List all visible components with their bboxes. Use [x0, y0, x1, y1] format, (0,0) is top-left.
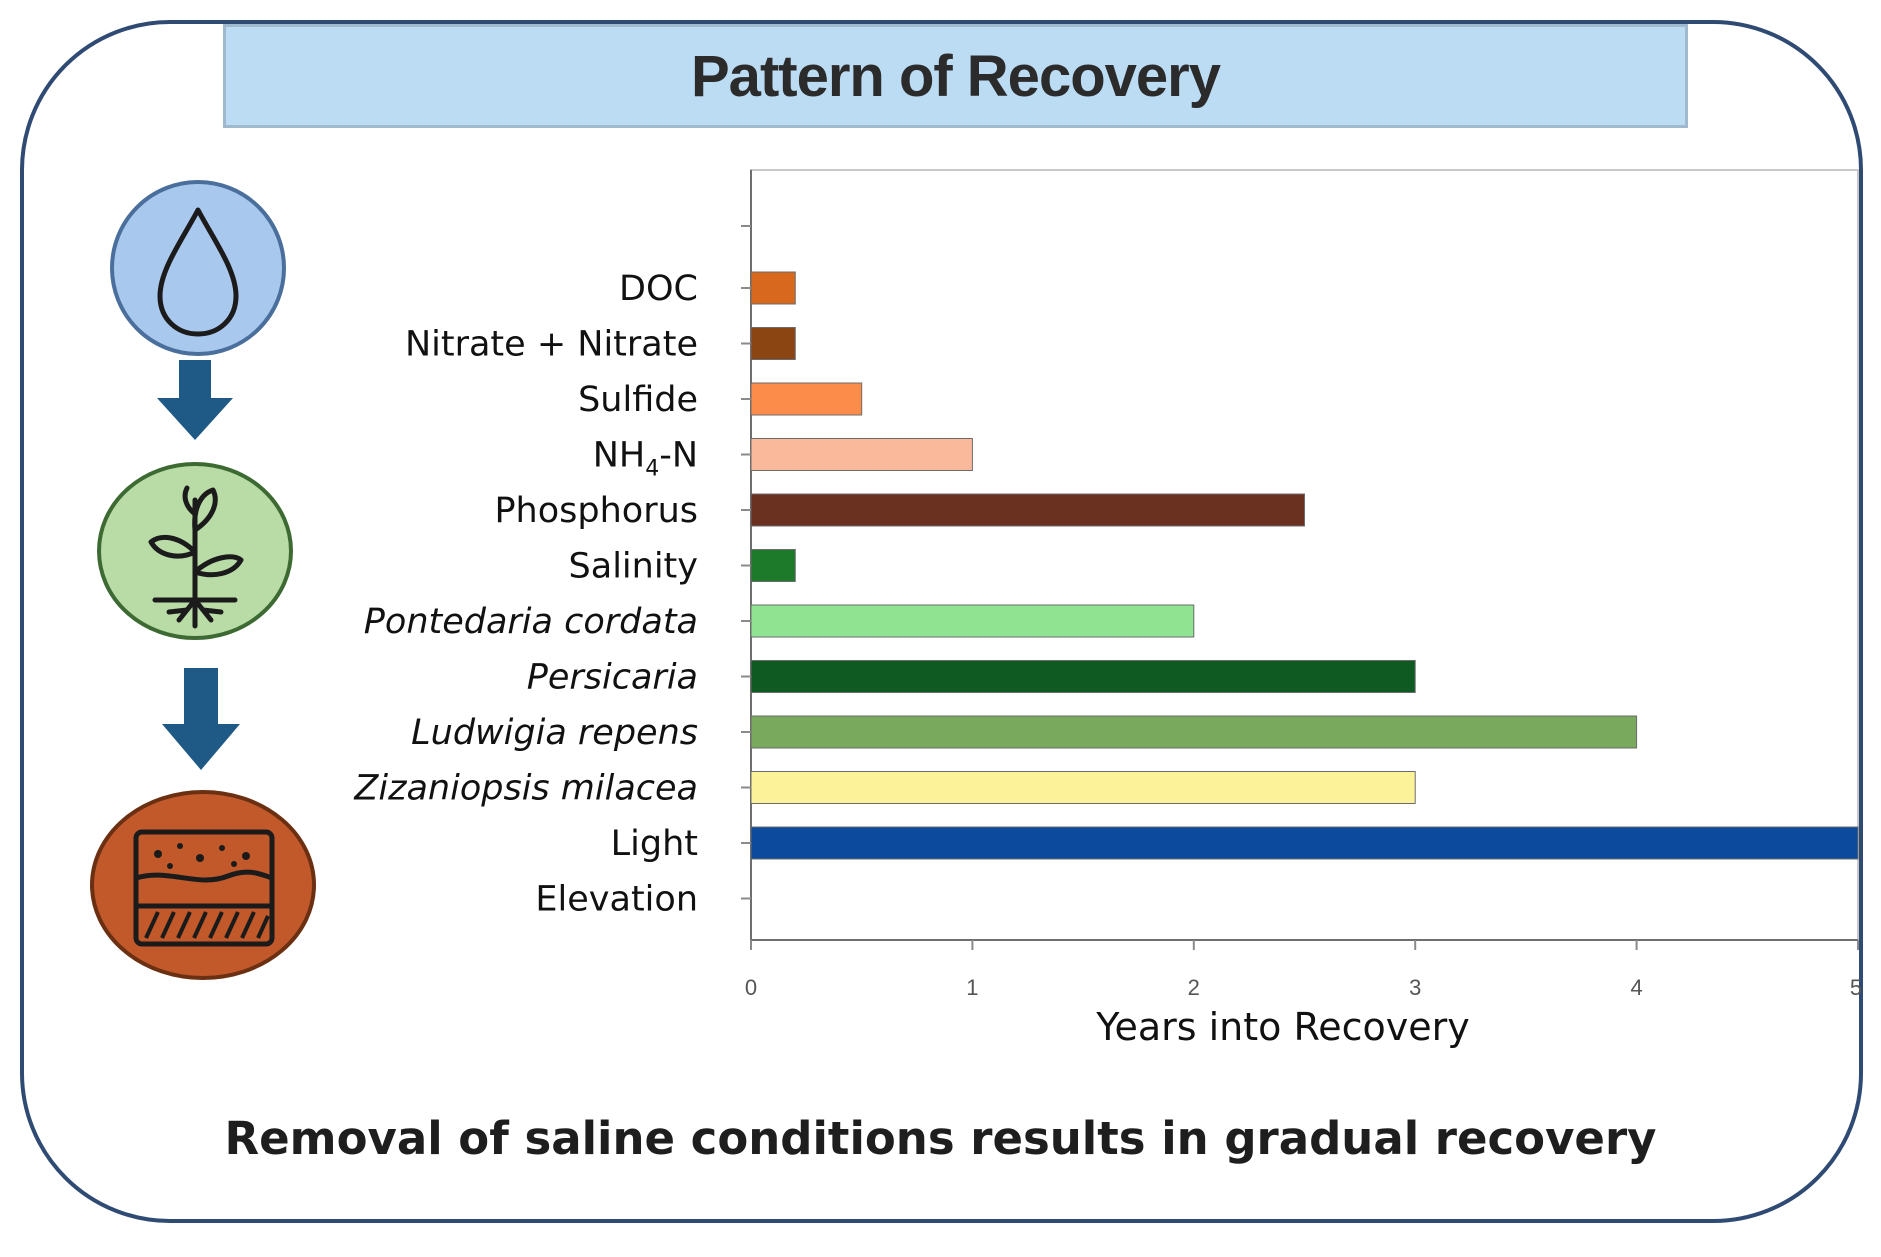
rounded-frame — [20, 20, 1863, 1223]
bar — [750, 660, 1416, 693]
category-label: DOC — [619, 269, 698, 309]
down-arrow-icon — [155, 360, 235, 442]
category-label: Ludwigia repens — [411, 713, 698, 753]
category-label: Persicaria — [527, 658, 698, 698]
category-label: Sulfide — [578, 380, 698, 420]
x-tick-label: 5 — [1850, 975, 1862, 1000]
bar — [750, 493, 1305, 527]
x-axis-title: Years into Recovery — [1095, 1005, 1469, 1049]
category-label: Salinity — [569, 547, 698, 587]
bar — [750, 327, 796, 360]
bar — [750, 438, 973, 471]
category-label: Light — [611, 824, 698, 864]
plot-area — [750, 169, 1859, 941]
bar — [750, 271, 796, 305]
bar — [750, 382, 863, 416]
bar — [750, 826, 1859, 860]
page-title: Pattern of Recovery — [691, 43, 1221, 109]
bar — [750, 604, 1195, 638]
category-label: Pontedaria cordata — [364, 602, 698, 642]
soil-layers-icon — [88, 788, 318, 982]
plant-icon — [95, 460, 295, 642]
caption: Removal of saline conditions results in … — [224, 1112, 1657, 1165]
down-arrow-icon — [160, 668, 242, 772]
bar — [750, 771, 1416, 804]
x-tick-label: 2 — [1188, 975, 1200, 1000]
category-label: Phosphorus — [494, 491, 698, 531]
water-drop-icon — [108, 178, 288, 358]
bar — [750, 715, 1638, 749]
category-label: Zizaniopsis milacea — [353, 769, 698, 809]
bar — [750, 549, 796, 582]
x-tick-label: 1 — [966, 975, 978, 1000]
category-label: NH4-N — [593, 436, 698, 482]
x-tick-label: 4 — [1630, 975, 1642, 1000]
title-banner: Pattern of Recovery — [223, 24, 1688, 128]
x-tick-label: 3 — [1409, 975, 1421, 1000]
category-label: Nitrate + Nitrate — [405, 325, 698, 365]
x-tick-label: 0 — [745, 975, 757, 1000]
category-label: Elevation — [535, 880, 698, 920]
